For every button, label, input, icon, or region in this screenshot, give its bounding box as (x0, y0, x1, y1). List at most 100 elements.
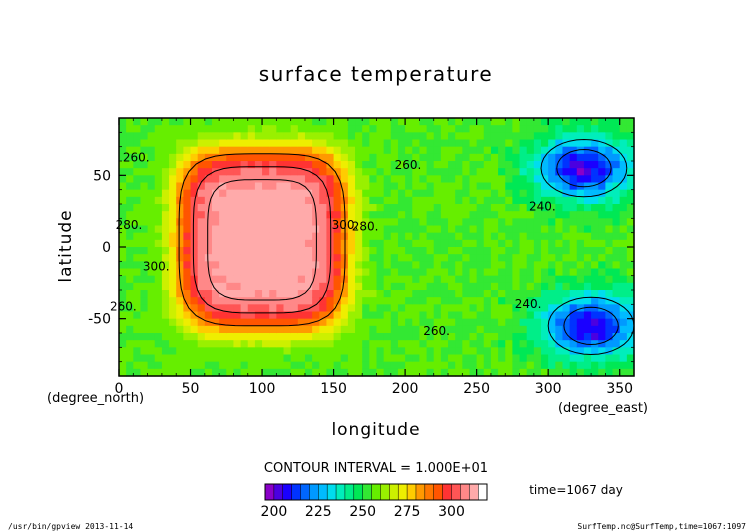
heatmap-cell (219, 153, 227, 162)
heatmap-cell (140, 261, 149, 270)
contour-line (547, 296, 635, 356)
heatmap-cell (476, 139, 485, 148)
heatmap-cell (519, 368, 528, 377)
heatmap-cell (426, 146, 435, 155)
heatmap-cell (219, 368, 227, 377)
heatmap-cell (312, 182, 320, 191)
heatmap-cell (169, 161, 177, 169)
heatmap-cell (269, 333, 277, 341)
heatmap-cell (154, 347, 163, 356)
heatmap-cell (498, 347, 506, 356)
heatmap-cell (183, 182, 192, 191)
heatmap-cell (197, 275, 206, 284)
heatmap-cell (505, 247, 513, 255)
heatmap-cell (476, 297, 485, 305)
heatmap-cell (426, 290, 435, 298)
heatmap-cell (541, 268, 549, 277)
heatmap-cell (147, 175, 156, 184)
heatmap-cell (419, 211, 428, 219)
heatmap-cell (548, 125, 556, 133)
heatmap-cell (412, 232, 421, 241)
heatmap-cell (490, 297, 499, 305)
heatmap-cell (483, 304, 492, 313)
heatmap-cell (276, 204, 285, 212)
heatmap-cell (362, 333, 370, 341)
heatmap-cell (483, 218, 492, 227)
heatmap-cell (376, 290, 385, 298)
heatmap-cell (355, 225, 363, 234)
heatmap-cell (262, 232, 270, 241)
heatmap-cell (204, 361, 213, 370)
heatmap-cell (512, 125, 521, 133)
heatmap-cell (355, 175, 363, 184)
heatmap-cell (555, 361, 564, 370)
heatmap-cell (319, 168, 328, 176)
heatmap-cell (147, 347, 156, 356)
heatmap-cell (448, 196, 456, 205)
heatmap-cell (133, 125, 142, 133)
heatmap-cell (204, 254, 213, 262)
heatmap-cell (276, 239, 285, 248)
heatmap-cell (262, 333, 270, 341)
heatmap-cell (254, 225, 263, 234)
heatmap-cell (247, 340, 256, 348)
heatmap-cell (548, 239, 556, 248)
heatmap-cell (247, 239, 256, 248)
heatmap-cell (433, 290, 442, 298)
heatmap-cell (562, 361, 571, 370)
heatmap-cell (526, 340, 535, 348)
heatmap-cell (355, 189, 363, 198)
heatmap-cell (297, 254, 306, 262)
heatmap-cell (219, 218, 227, 227)
heatmap-cell (612, 247, 621, 255)
heatmap-cell (512, 297, 521, 305)
heatmap-cell (583, 132, 592, 141)
heatmap-cell (541, 118, 549, 126)
heatmap-cell (490, 118, 499, 126)
colorbar-swatch (451, 483, 461, 501)
heatmap-cell (176, 239, 184, 248)
heatmap-cell (533, 175, 542, 184)
heatmap-cell (154, 297, 163, 305)
heatmap-cell (126, 204, 134, 212)
heatmap-cell (469, 153, 478, 162)
heatmap-cell (619, 361, 628, 370)
heatmap-cell (533, 297, 542, 305)
heatmap-cell (519, 361, 528, 370)
heatmap-cell (333, 118, 342, 126)
heatmap-cell (133, 118, 142, 126)
heatmap-cell (369, 347, 378, 356)
contour-line (540, 138, 628, 198)
heatmap-cell (541, 182, 549, 191)
heatmap-cell (140, 325, 149, 334)
colorbar-swatch (264, 483, 275, 501)
heatmap-cell (326, 139, 335, 148)
heatmap-cell (405, 361, 413, 370)
heatmap-cell (312, 354, 320, 363)
heatmap-cell (233, 239, 242, 248)
heatmap-cell (262, 118, 270, 126)
heatmap-cell (555, 354, 564, 363)
heatmap-cell (326, 146, 335, 155)
heatmap-cell (448, 347, 456, 356)
heatmap-cell (219, 282, 227, 291)
heatmap-cell (197, 153, 206, 162)
heatmap-cell (161, 204, 170, 212)
heatmap-cell (383, 168, 392, 176)
heatmap-cell (412, 168, 421, 176)
heatmap-cell (412, 297, 421, 305)
heatmap-cell (469, 254, 478, 262)
heatmap-cell (455, 139, 463, 148)
heatmap-cell (190, 325, 199, 334)
heatmap-cell (426, 161, 435, 169)
heatmap-cell (147, 125, 156, 133)
heatmap-cell (383, 333, 392, 341)
heatmap-cell (326, 196, 335, 205)
heatmap-cell (369, 218, 378, 227)
heatmap-cell (412, 261, 421, 270)
heatmap-cell (533, 347, 542, 356)
heatmap-cell (455, 225, 463, 234)
heatmap-cell (355, 218, 363, 227)
heatmap-cell (440, 189, 449, 198)
heatmap-cell (276, 340, 285, 348)
